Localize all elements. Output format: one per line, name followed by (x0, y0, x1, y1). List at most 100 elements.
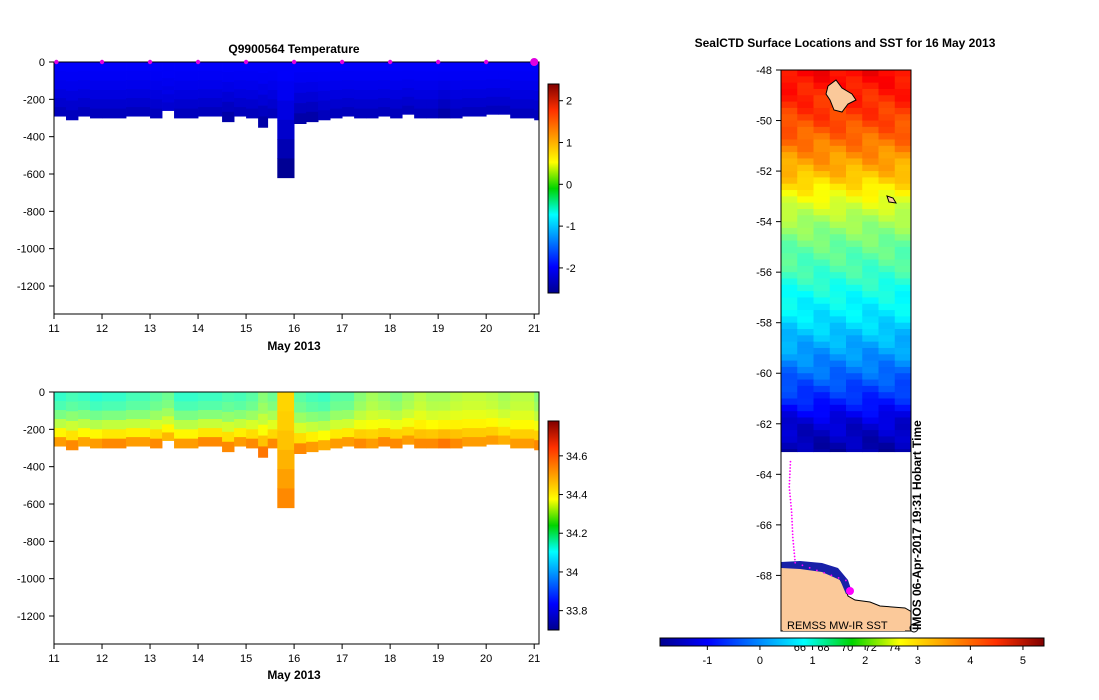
sst-cell (878, 259, 896, 267)
sst-cell (862, 234, 879, 242)
track-point (789, 501, 792, 504)
profile-cell (330, 108, 343, 119)
sst-cell (862, 259, 879, 267)
profile-cell (162, 78, 175, 87)
sst-cell (781, 411, 798, 418)
sst-cell (878, 177, 896, 185)
sst-cell (813, 190, 831, 197)
sst-cell (862, 88, 879, 96)
profile-cell (198, 401, 223, 411)
sst-cell (813, 183, 831, 191)
profile-cell (222, 91, 235, 103)
sst-cell (878, 303, 896, 311)
sst-cell (862, 335, 879, 343)
sst-cell (846, 329, 863, 336)
sst-cell (894, 120, 911, 128)
sst-cell (894, 259, 911, 267)
profile-cell (162, 400, 175, 409)
profile-cell (294, 113, 307, 124)
sst-cell (781, 253, 798, 261)
profile-cell (534, 71, 539, 82)
sst-cell (862, 322, 879, 330)
profile-cell (438, 108, 451, 119)
profile-cell (378, 401, 391, 411)
track-point (792, 546, 795, 548)
sst-cell (894, 139, 911, 147)
profile-cell (330, 99, 343, 110)
profile-cell (318, 71, 331, 82)
sst-cell (862, 240, 879, 248)
profile-cell (438, 80, 451, 91)
profile-cell (354, 401, 367, 412)
profile-cell (426, 62, 439, 72)
profile-cell (330, 80, 343, 91)
colorbar-tick-label: 1 (566, 138, 572, 150)
profile-cell (402, 418, 415, 428)
profile-cell (150, 71, 163, 82)
sst-cell (813, 152, 831, 159)
profile-cell (402, 88, 415, 98)
sst-cell (813, 347, 831, 355)
sst-cell (797, 354, 814, 362)
profile-cell (426, 420, 439, 430)
sst-cell (829, 354, 847, 362)
sst-cell (829, 297, 847, 305)
sst-cell (846, 303, 863, 311)
sst-colorbar-tick-label: 5 (1020, 655, 1026, 667)
profile-cell (390, 99, 403, 110)
profile-cell (162, 408, 175, 417)
profile-cell (78, 80, 91, 90)
sst-cell (829, 120, 847, 128)
sst-cell (894, 215, 911, 223)
profile-cell (438, 392, 451, 402)
sst-colorbar-tick-label: 3 (915, 655, 921, 667)
profile-cell (414, 80, 427, 91)
profile-cell (90, 108, 103, 119)
profile-cell (306, 401, 319, 413)
sst-cell (862, 373, 879, 381)
profile-cell (78, 107, 91, 117)
profile-cell (438, 90, 451, 100)
sst-cell (829, 373, 847, 381)
sst-cell (829, 221, 847, 229)
sst-cell (846, 335, 863, 343)
sst-cell (781, 114, 798, 122)
sst-cell (846, 404, 863, 412)
sst-cell (894, 379, 911, 387)
sst-cell (878, 164, 896, 172)
sst-bands (781, 70, 911, 453)
profile-cell (258, 402, 269, 415)
sst-cell (797, 183, 814, 191)
profile-cell (438, 438, 451, 449)
sst-cell (846, 208, 863, 216)
track-point (801, 564, 804, 567)
sst-cell (781, 107, 798, 115)
profile-cell (354, 420, 367, 430)
profile-cell (78, 392, 91, 402)
profile-cell (277, 158, 295, 179)
profile-cell (90, 420, 103, 430)
sst-cell (781, 423, 798, 431)
profile-cell (90, 62, 103, 72)
sst-cell (813, 354, 831, 362)
sst-cell (862, 411, 879, 418)
x-tick-label: 15 (240, 653, 252, 665)
sst-cell (862, 303, 879, 311)
sst-cell (878, 278, 896, 286)
sst-cell (781, 259, 798, 267)
profile-cell (462, 107, 487, 117)
profile-cell (54, 428, 67, 438)
sst-cell (781, 316, 798, 324)
profile-cell (267, 90, 278, 100)
profile-cell (78, 89, 91, 99)
profile-cell (294, 402, 307, 413)
profile-cell (90, 71, 103, 82)
profile-cell (234, 62, 247, 72)
profile-cell (450, 429, 463, 440)
sst-cell (862, 145, 879, 153)
profile-markers (54, 58, 539, 66)
sst-cell (813, 385, 831, 393)
sst-cell (813, 240, 831, 248)
profile-cell (246, 392, 259, 402)
sst-cell (781, 227, 798, 235)
